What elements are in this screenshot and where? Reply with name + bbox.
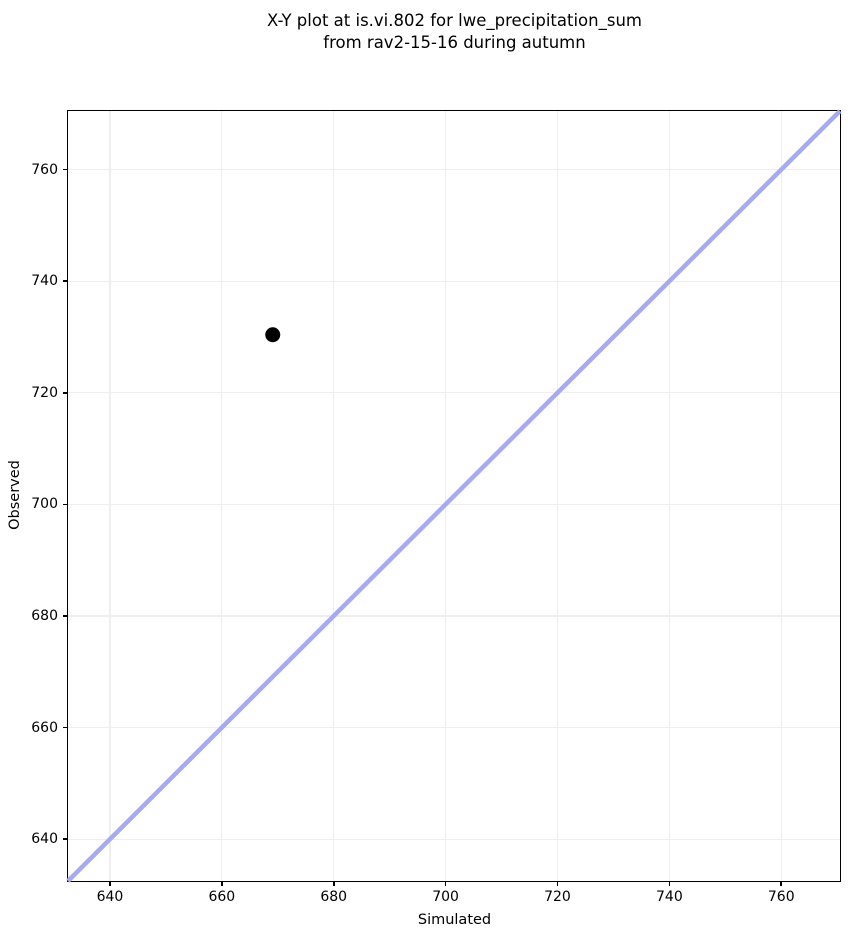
tick-label-x-720: 720 [544,889,571,905]
gridline-x-720 [556,111,559,881]
tick-mark-x-720 [556,881,559,886]
tick-label-y-660: 660 [31,719,58,736]
tick-label-x-760: 760 [767,889,795,905]
gridline-y-700 [68,503,840,506]
tick-label-y-720: 720 [31,384,58,401]
gridline-y-760 [68,168,840,171]
gridline-y-640 [68,838,840,840]
tick-mark-x-640 [109,881,111,886]
tick-layer: 640 660 680 700 720 740 760 640 660 680 700 720 740 7… [31,111,840,905]
tick-mark-x-660 [221,881,223,886]
gridline-x-640 [109,111,111,881]
tick-mark-y-740 [63,280,68,282]
tick-mark-y-680 [63,615,68,617]
plot-area: 640 660 680 700 720 740 760 640 660 680 700 720 740 7… [31,109,842,905]
tick-mark-x-700 [444,881,447,886]
tick-label-y-700: 700 [31,496,58,513]
gridline-y-680 [68,615,840,617]
chart-title: X-Y plot at is.vi.802 for lwe_precipitat… [67,10,842,54]
y-axis-label: Observed [7,460,23,530]
tick-label-x-680: 680 [320,889,348,905]
chart-title-line2: from rav2-15-16 during autumn [323,33,586,52]
tick-label-y-740: 740 [31,273,58,290]
gridline-x-740 [668,111,671,881]
gridline-x-760 [780,111,782,881]
gridline-x-680 [333,111,335,881]
tick-mark-x-740 [668,881,671,886]
data-layer [66,109,842,883]
tick-label-y-680: 680 [31,607,58,624]
x-axis-label: Simulated [417,912,492,928]
tick-label-y-760: 760 [31,161,58,178]
tick-label-x-660: 660 [208,889,236,905]
tick-label-y-640: 640 [31,831,58,848]
tick-mark-x-680 [332,881,335,886]
gridline-x-700 [444,111,447,881]
chart-title-line1: X-Y plot at is.vi.802 for lwe_precipitat… [267,11,642,30]
gridline-y-740 [68,280,840,282]
tick-label-x-740: 740 [656,889,683,905]
tick-label-x-700: 700 [432,889,459,905]
grid-layer [68,111,840,881]
tick-mark-y-700 [63,503,68,506]
tick-mark-x-760 [780,881,783,886]
tick-label-x-640: 640 [96,889,124,905]
identity-line [66,109,842,883]
tick-mark-y-660 [63,726,68,729]
gridline-y-660 [68,726,840,729]
data-point [265,327,281,343]
tick-mark-y-640 [63,838,68,840]
gridline-x-660 [221,111,223,881]
tick-mark-y-720 [63,391,68,394]
gridline-y-720 [68,392,840,394]
tick-mark-y-760 [63,168,68,171]
